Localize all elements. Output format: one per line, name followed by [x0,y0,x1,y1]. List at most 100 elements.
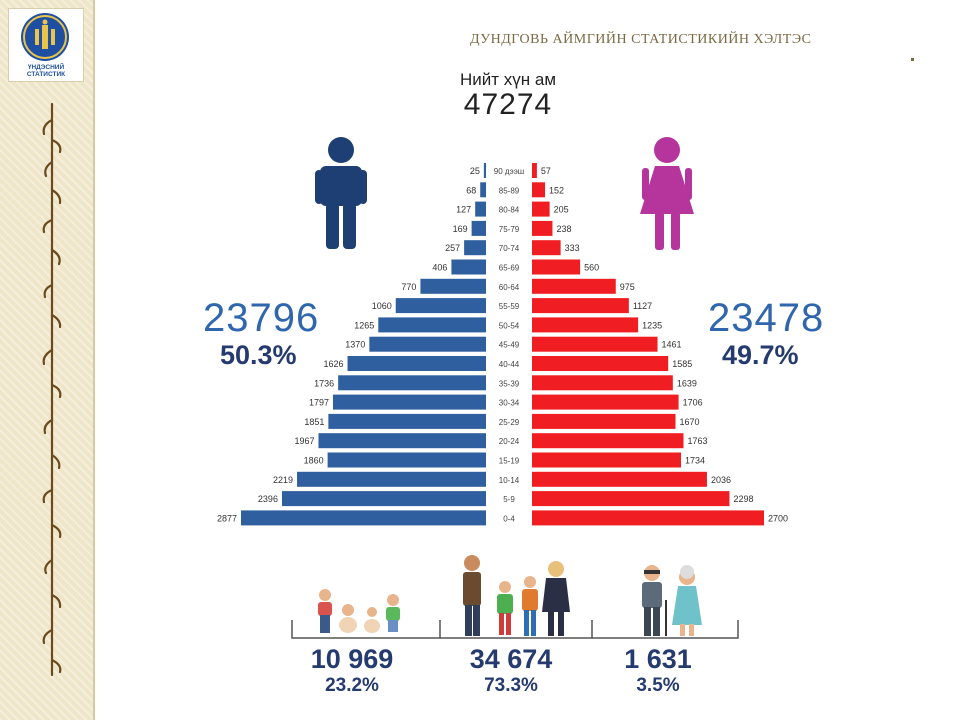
male-value-label-5: 406 [432,263,447,273]
age-category-label-5: 65-69 [499,264,520,273]
logo-text-line2: СТАТИСТИК [26,71,66,78]
age-category-label-11: 35-39 [499,379,520,388]
female-value-label-2: 205 [554,205,569,215]
age-category-label-0: 90 дээш [494,167,524,176]
age-category-label-18: 0-4 [503,514,515,523]
male-bar-3 [471,220,486,236]
female-bar-4 [532,240,561,256]
working-age-bracket [440,620,593,639]
female-bar-8 [532,317,639,333]
female-value-label-8: 1235 [642,320,662,330]
working-age-group-icon [463,555,570,636]
female-value-label-12: 1706 [683,398,703,408]
female-bar-15 [532,452,681,468]
female-bar-9 [532,336,658,352]
female-value-label-5: 560 [584,263,599,273]
male-bar-1 [480,182,486,198]
male-value-label-3: 169 [453,224,468,234]
female-value-label-0: 57 [541,166,551,176]
age-category-label-3: 75-79 [499,225,520,234]
age-category-label-4: 70-74 [499,244,520,253]
female-value-label-7: 1127 [633,301,652,311]
header-title: ДУНДГОВЬ АЙМГИЙН СТАТИСТИКИЙН ХЭЛТЭС [470,32,812,47]
age-category-label-13: 25-29 [499,418,520,427]
male-bar-13 [328,413,486,429]
total-population-label: Нийт хүн ам [459,70,557,89]
logo-text-line1: ҮНДЭСНИЙ [27,64,65,71]
female-total: 23478 [708,296,825,340]
female-bar-14 [532,433,684,449]
mongolian-script-decoration [42,102,62,677]
age-category-label-9: 45-49 [499,341,520,350]
female-bar-6 [532,278,616,294]
male-bar-0 [483,163,486,178]
male-value-label-7: 1060 [372,301,392,311]
female-bar-17 [532,491,730,507]
male-bar-15 [327,452,486,468]
age-category-label-16: 10-14 [499,476,520,485]
female-bar-5 [532,259,581,275]
male-bar-8 [378,317,486,333]
female-figure-icon [640,137,694,250]
female-bar-18 [532,510,764,526]
children-count: 10 969 [310,644,394,674]
age-category-label-15: 15-19 [499,457,520,466]
age-category-label-7: 55-59 [499,302,520,311]
female-value-label-16: 2036 [711,475,731,485]
children-bracket [291,620,441,639]
male-bar-18 [241,510,486,526]
male-bar-4 [464,240,486,256]
male-bar-10 [347,356,486,371]
male-value-label-1: 68 [466,185,476,195]
female-value-label-6: 975 [620,282,635,292]
age-category-label-17: 5-9 [503,495,515,504]
male-value-label-10: 1626 [324,359,344,369]
female-value-label-4: 333 [565,243,580,253]
male-bar-11 [338,375,486,391]
male-value-label-9: 1370 [345,340,365,350]
female-value-label-1: 152 [549,185,564,195]
children-percent: 23.2% [325,675,379,696]
age-category-label-6: 60-64 [499,283,520,292]
children-group-icon [318,589,400,633]
female-value-label-9: 1461 [662,340,682,350]
age-category-label-12: 30-34 [499,399,520,408]
male-value-label-17: 2396 [258,494,278,504]
male-bar-16 [297,471,486,487]
female-bar-0 [532,163,537,178]
male-bar-9 [369,336,486,352]
male-value-label-2: 127 [456,205,471,215]
working-age-count: 34 674 [469,644,553,674]
female-bar-16 [532,471,707,487]
male-bar-14 [318,433,486,449]
male-value-label-4: 257 [445,243,460,253]
working-age-percent: 73.3% [484,675,538,696]
male-bar-12 [332,394,486,410]
male-value-label-12: 1797 [309,398,329,408]
sidebar-divider [93,0,95,720]
elderly-count: 1 631 [624,644,692,674]
male-value-label-13: 1851 [304,417,324,427]
male-value-label-8: 1265 [354,320,374,330]
male-bar-2 [475,201,486,217]
male-percent: 50.3% [220,340,297,370]
male-bar-7 [395,298,486,314]
soyombo-emblem-icon [21,13,69,61]
female-bar-2 [532,201,550,217]
male-value-label-14: 1967 [294,436,314,446]
female-value-label-15: 1734 [685,456,705,466]
total-population-value: 47274 [463,88,553,121]
female-bar-13 [532,413,676,429]
female-value-label-11: 1639 [677,378,697,388]
male-value-label-18: 2877 [217,513,237,523]
elderly-group-icon [642,565,702,636]
female-value-label-10: 1585 [672,359,692,369]
age-category-label-1: 85-89 [499,186,520,195]
female-bar-11 [532,375,673,391]
age-category-label-10: 40-44 [499,360,520,369]
decorative-sidebar [0,0,93,720]
male-total: 23796 [203,296,320,340]
female-bar-1 [532,182,546,198]
male-bar-17 [281,491,486,507]
